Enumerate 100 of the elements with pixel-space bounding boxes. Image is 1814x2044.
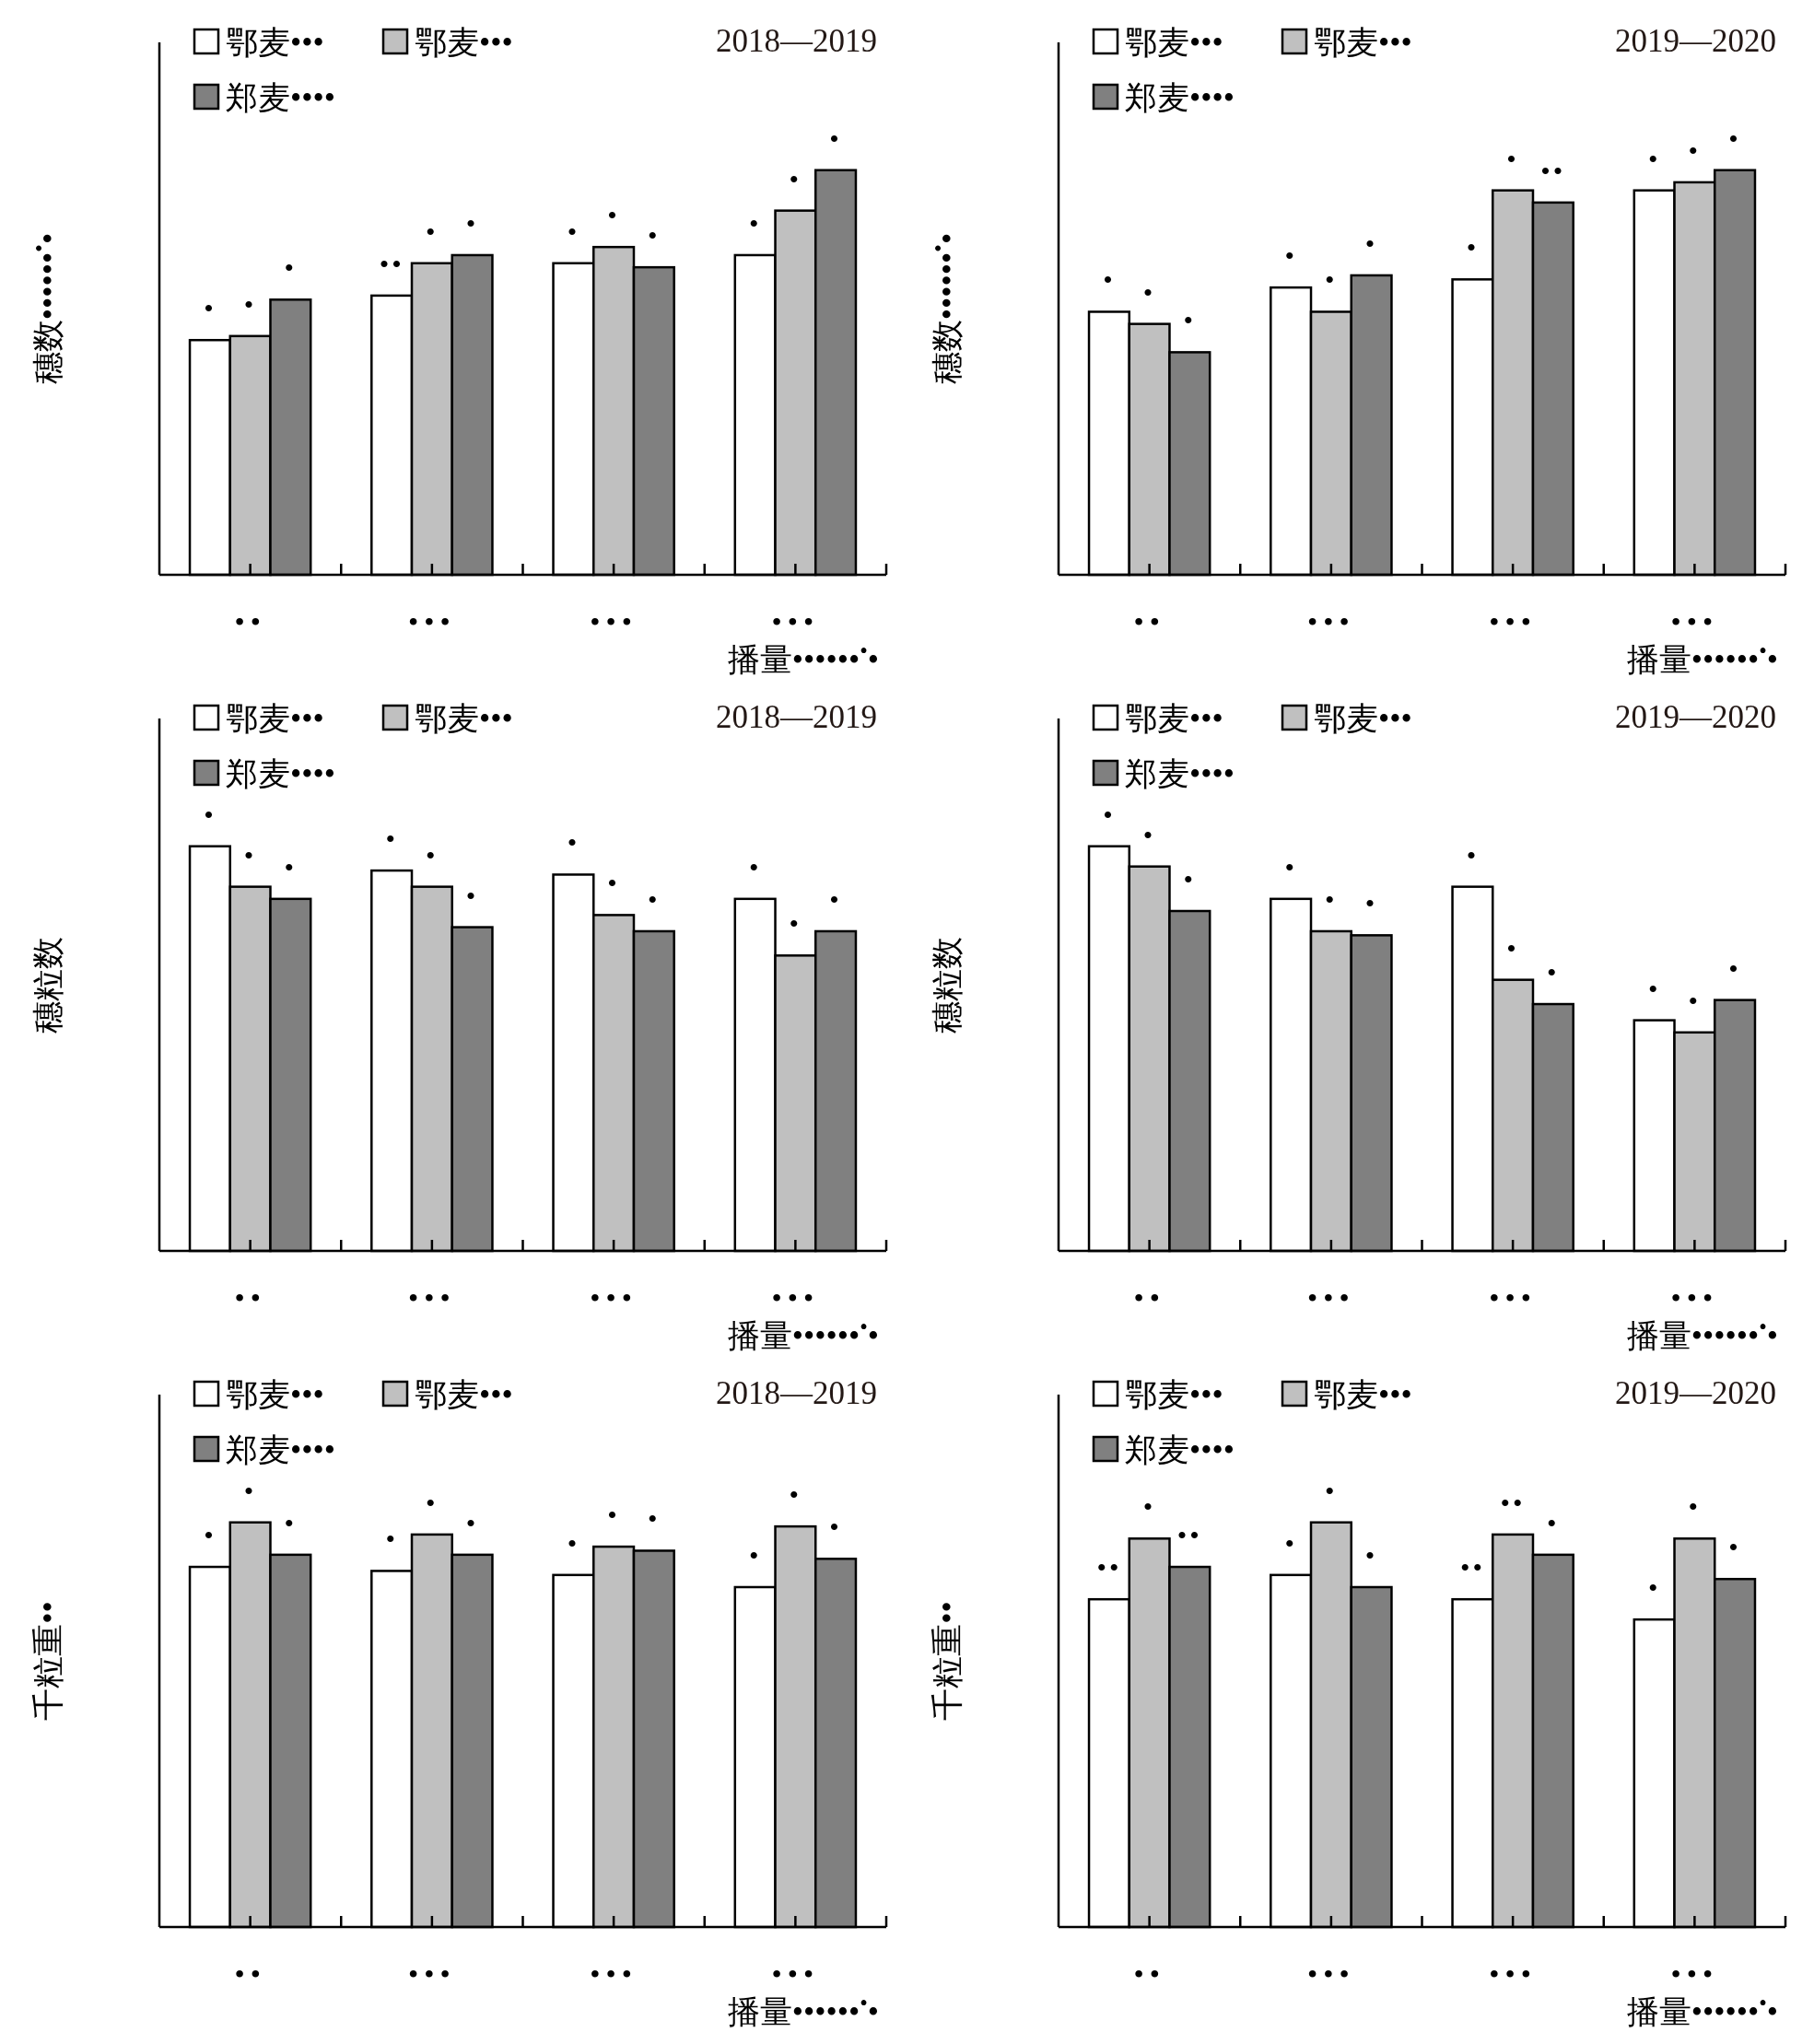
text: • xyxy=(204,799,217,830)
x-tick-label: ••• xyxy=(590,1957,638,1991)
annotation: • xyxy=(1183,305,1197,336)
annotation: • xyxy=(204,293,217,324)
annotation: • xyxy=(1325,264,1338,296)
annotation: • xyxy=(648,883,661,915)
annotation: • xyxy=(1688,985,1702,1016)
annotation: • xyxy=(284,252,298,284)
legend-label: 鄂麦••• xyxy=(1314,1377,1412,1413)
annotation: • xyxy=(243,839,257,870)
x-tick-label: ••• xyxy=(771,1281,820,1314)
annotation: • xyxy=(1284,851,1297,882)
annotation: • xyxy=(1728,952,1741,984)
x-tick-label: ••• xyxy=(771,605,820,638)
legend-label: 鄂麦••• xyxy=(226,701,324,737)
legend-label: 鄂麦••• xyxy=(226,25,324,61)
annotation: • xyxy=(1728,1532,1741,1563)
annotation: • xyxy=(1547,957,1560,988)
annotation: • xyxy=(1506,143,1519,174)
x-tick-label: •• xyxy=(1133,1281,1165,1314)
legend-label: 郑麦•••• xyxy=(1125,80,1235,116)
text: • xyxy=(829,123,842,154)
annotation: • xyxy=(648,220,661,251)
text: • xyxy=(1728,123,1741,154)
x-tick-label: ••• xyxy=(590,1281,638,1314)
legend-label: 鄂麦••• xyxy=(1125,25,1223,61)
annotation: • xyxy=(385,1524,398,1555)
chart-title: 2019—2020 xyxy=(1615,1375,1776,1411)
annotation: • xyxy=(607,868,620,899)
legend-label: 郑麦•••• xyxy=(226,80,336,116)
annotation: • xyxy=(1364,888,1378,919)
x-tick-label: ••• xyxy=(1670,1281,1719,1314)
text: • xyxy=(1688,134,1702,166)
text: • xyxy=(1103,799,1116,830)
annotation: • xyxy=(567,827,580,858)
legend-label: 鄂麦••• xyxy=(1314,25,1412,61)
x-tick-label: ••• xyxy=(590,605,638,638)
text: • xyxy=(1142,1491,1156,1523)
annotation: • xyxy=(748,1540,762,1571)
annotation: • xyxy=(1142,276,1156,308)
annotation: • xyxy=(789,163,802,194)
annotation: • xyxy=(1103,264,1116,296)
legend-label: 鄂麦••• xyxy=(1314,701,1412,737)
annotation: • xyxy=(829,883,842,915)
annotation: • xyxy=(1647,1572,1661,1604)
annotation: • xyxy=(1466,839,1480,870)
annotation: • xyxy=(1466,232,1480,263)
x-tick-label: ••• xyxy=(771,1957,820,1991)
legend-label: 鄂麦••• xyxy=(1125,701,1223,737)
text: • xyxy=(1688,1491,1702,1523)
legend-label: 鄂麦••• xyxy=(415,1377,513,1413)
annotation: • xyxy=(1142,819,1156,850)
annotation: • xyxy=(1183,864,1197,894)
annotation: • xyxy=(243,288,257,320)
x-tick-label: ••• xyxy=(1307,1281,1355,1314)
x-tick-label: •• xyxy=(234,605,266,638)
x-tick-label: ••• xyxy=(408,605,456,638)
x-tick-label: •• xyxy=(234,1281,266,1314)
x-tick-label: ••• xyxy=(1307,1957,1355,1991)
annotation: • xyxy=(567,216,580,247)
annotation: • xyxy=(426,839,439,870)
x-axis-title: 播量••••••$^{•}$• xyxy=(727,1990,879,2030)
annotation: •• xyxy=(1540,155,1566,186)
legend-label: 郑麦•••• xyxy=(226,756,336,792)
annotation: • xyxy=(1284,1527,1297,1559)
annotation: • xyxy=(648,1503,661,1535)
legend-label: 郑麦•••• xyxy=(1125,1432,1235,1468)
x-tick-label: ••• xyxy=(1307,605,1355,638)
chart-title: 2019—2020 xyxy=(1615,23,1776,59)
chart-title: 2019—2020 xyxy=(1615,699,1776,735)
x-axis-title: 播量••••••$^{•}$• xyxy=(1626,637,1778,678)
annotation: • xyxy=(789,908,802,940)
x-axis-title: 播量••••••$^{•}$• xyxy=(1626,1314,1778,1354)
annotation: •• xyxy=(1176,1520,1202,1551)
annotation: • xyxy=(607,200,620,231)
annotation: • xyxy=(829,1512,842,1543)
legend-label: 鄂麦••• xyxy=(226,1377,324,1413)
x-tick-label: ••• xyxy=(1670,1957,1719,1991)
annotation: • xyxy=(465,880,479,911)
y-axis-title: 穗粒数 xyxy=(30,936,66,1034)
annotation: • xyxy=(385,823,398,855)
x-tick-label: ••• xyxy=(1489,1281,1537,1314)
text: •• xyxy=(1500,1487,1526,1518)
y-axis-title: 千粒重•• xyxy=(930,1601,966,1721)
legend-label: 郑麦•••• xyxy=(226,1432,336,1468)
annotation: • xyxy=(748,851,762,882)
annotation: • xyxy=(284,851,298,882)
annotation: • xyxy=(1364,1540,1378,1571)
annotation: • xyxy=(1284,240,1297,272)
annotation: • xyxy=(748,207,762,239)
annotation: • xyxy=(567,1527,580,1559)
annotation: • xyxy=(1506,932,1519,964)
text: • xyxy=(426,1487,439,1518)
legend-label: 鄂麦••• xyxy=(1125,1377,1223,1413)
x-tick-label: ••• xyxy=(408,1957,456,1991)
annotation: •• xyxy=(379,248,404,279)
annotation: • xyxy=(1364,228,1378,259)
legend-label: 鄂麦••• xyxy=(415,701,513,737)
text: • xyxy=(789,1479,802,1511)
x-axis-title: 播量••••••$^{•}$• xyxy=(727,637,879,678)
